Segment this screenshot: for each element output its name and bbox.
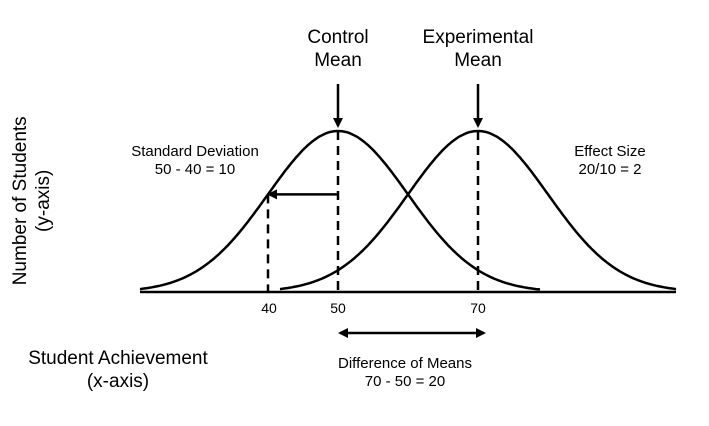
sd-label-line1: Standard Deviation: [131, 143, 259, 160]
effect-size-label-line1: Effect Size: [574, 143, 646, 160]
x-axis-label-line2: (x-axis): [86, 370, 150, 392]
difference-label-line2: 70 - 50 = 20: [364, 373, 446, 390]
difference-label-line1: Difference of Means: [338, 355, 472, 372]
experimental-mean-label-line1: Experimental: [422, 27, 534, 48]
control-mean-label-line2: Mean: [314, 49, 362, 71]
x-axis-label: Student Achievement (x-axis): [18, 348, 218, 394]
y-axis-label: Number of Students (y-axis): [10, 86, 56, 316]
tick-label-50: 50: [330, 300, 346, 316]
tick-label-70: 70: [470, 300, 486, 316]
difference-of-means-label: Difference of Means 70 - 50 = 20: [315, 355, 495, 391]
effect-size-label-line2: 20/10 = 2: [578, 161, 642, 178]
x-axis-label-line1: Student Achievement: [28, 348, 208, 369]
control-distribution-curve: [139, 129, 541, 291]
sd-label-line2: 50 - 40 = 10: [154, 161, 236, 178]
control-mean-label-line1: Control: [307, 27, 369, 48]
y-axis-label-line1: Number of Students: [10, 116, 32, 286]
experimental-mean-label: Experimental Mean: [408, 27, 548, 73]
standard-deviation-label: Standard Deviation 50 - 40 = 10: [110, 143, 280, 179]
effect-size-label: Effect Size 20/10 = 2: [550, 143, 670, 179]
control-mean-label: Control Mean: [288, 27, 388, 73]
tick-label-40: 40: [261, 300, 277, 316]
experimental-mean-label-line2: Mean: [454, 49, 502, 71]
y-axis-label-line2: (y-axis): [33, 169, 54, 232]
